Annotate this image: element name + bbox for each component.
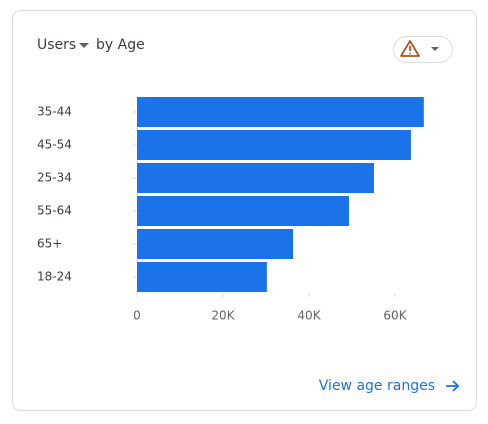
warning-dot (409, 52, 411, 55)
x-tick-label: 20K (211, 309, 235, 323)
y-tick-label: 25-34 (37, 171, 72, 185)
y-tick-label: 55-64 (37, 204, 72, 218)
bar (137, 130, 411, 160)
warning-icon (400, 40, 420, 57)
y-tick-label: 35-44 (37, 105, 72, 119)
x-tick-label: 40K (297, 309, 321, 323)
dropdown-arrow[interactable] (79, 43, 89, 48)
chart-title: by Age (96, 37, 145, 53)
x-tick-label: 0 (133, 309, 141, 323)
x-tick-label: 60K (383, 309, 407, 323)
dropdown-arrow[interactable] (431, 47, 439, 51)
bar (137, 196, 349, 226)
y-tick-label: 45-54 (37, 138, 72, 152)
link-arrow[interactable] (446, 380, 460, 392)
y-tick-label: 18-24 (37, 270, 72, 284)
bar (137, 229, 294, 259)
y-tick-label: 65+ (37, 237, 62, 251)
bar (137, 97, 424, 127)
bar (137, 163, 374, 193)
bar (137, 262, 267, 292)
metric-selector[interactable]: Users (37, 37, 76, 53)
plot: 0 20K 40K 60K 35-44 45-54 25-34 55-64 65+ 18-24 (37, 97, 424, 323)
insight-button[interactable] (393, 36, 453, 63)
link[interactable]: View age ranges (319, 378, 435, 394)
